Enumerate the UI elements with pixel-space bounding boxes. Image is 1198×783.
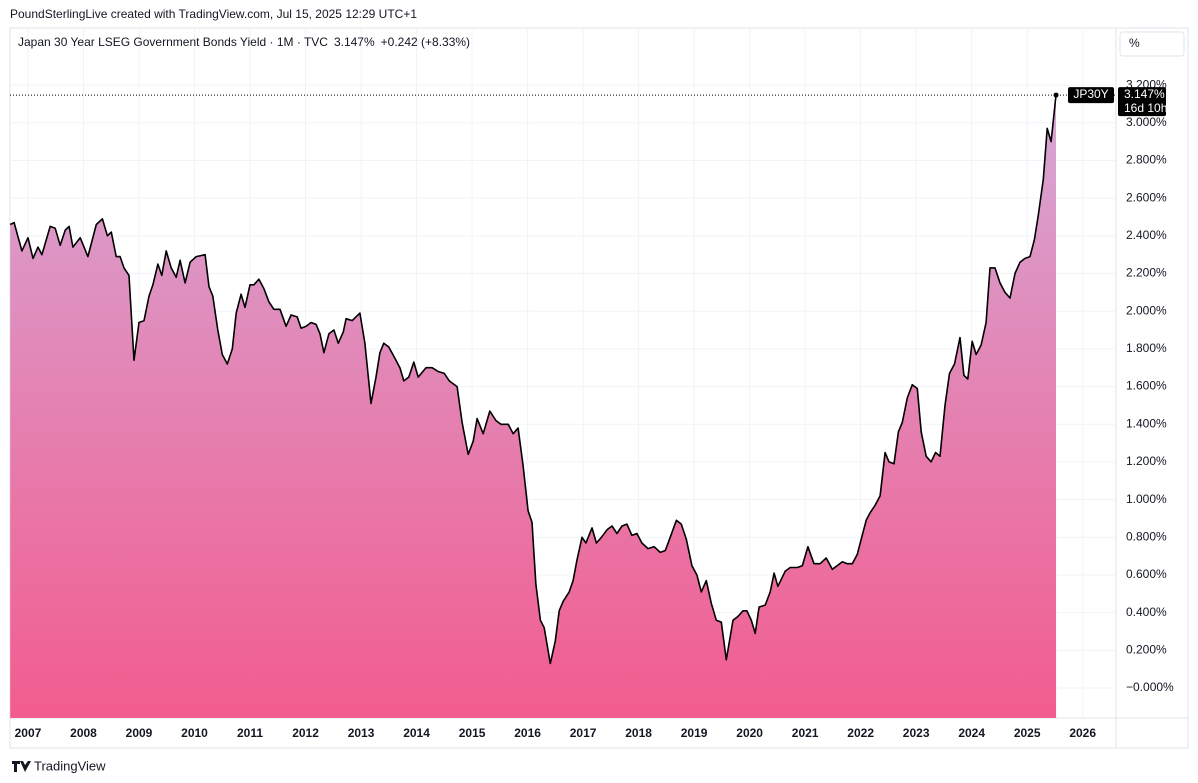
- legend: Japan 30 Year LSEG Government Bonds Yiel…: [18, 35, 470, 49]
- footer: TradingView: [34, 758, 106, 773]
- y-tick-label: 2.000%: [1126, 303, 1167, 317]
- x-tick-label: 2022: [847, 726, 874, 740]
- legend-change: +0.242 (+8.33%): [381, 35, 470, 49]
- logo: TradingView: [12, 758, 106, 773]
- y-tick-label: 2.800%: [1126, 153, 1167, 167]
- x-tick-label: 2009: [126, 726, 153, 740]
- price-tags: JP30Y 3.147%16d 10h: [1068, 87, 1167, 117]
- x-tick-label: 2021: [792, 726, 819, 740]
- x-tick-label: 2016: [514, 726, 541, 740]
- y-tick-label: 0.800%: [1126, 529, 1167, 543]
- x-tick-label: 2024: [958, 726, 985, 740]
- line: [9, 95, 1057, 665]
- legend-last: 3.147%: [334, 35, 375, 49]
- frame: [9, 27, 1189, 749]
- y-tick-label: 1.200%: [1126, 454, 1167, 468]
- y-tick-label: 1.800%: [1126, 341, 1167, 355]
- x-tick-label: 2025: [1014, 726, 1041, 740]
- ticks: 3.200%3.000%2.800%2.600%2.400%2.200%2.00…: [15, 77, 1174, 740]
- logo-icon: [12, 761, 31, 772]
- symbol: JP30Y: [1073, 87, 1108, 101]
- price-tag-value: 3.147%: [1124, 87, 1165, 101]
- area: [10, 95, 1057, 719]
- y-tick-label: −0.000%: [1126, 680, 1174, 694]
- x-tick-label: 2013: [348, 726, 375, 740]
- countdown: 16d 10h: [1124, 101, 1167, 115]
- unit-box[interactable]: [1119, 31, 1185, 57]
- y-tick-label: 0.600%: [1126, 567, 1167, 581]
- legend-title: Japan 30 Year LSEG Government Bonds Yiel…: [18, 35, 328, 49]
- price-tag: [1118, 87, 1166, 117]
- x-tick-label: 2017: [570, 726, 597, 740]
- y-tick-label: 1.600%: [1126, 379, 1167, 393]
- y-tick-label: 1.400%: [1126, 416, 1167, 430]
- x-tick-label: 2011: [237, 726, 263, 740]
- y-tick-label: 2.400%: [1126, 228, 1167, 242]
- x-tick-label: 2010: [181, 726, 208, 740]
- y-tick-label: 0.200%: [1126, 643, 1167, 657]
- y-tick-label: 1.000%: [1126, 492, 1167, 506]
- x-tick-label: 2015: [459, 726, 486, 740]
- x-tick-label: 2014: [403, 726, 430, 740]
- x-tick-label: 2018: [625, 726, 652, 740]
- y-tick-label: 0.400%: [1126, 605, 1167, 619]
- x-tick-label: 2026: [1069, 726, 1096, 740]
- plot: [9, 92, 1116, 719]
- x-tick-label: 2008: [70, 726, 97, 740]
- y-tick-label: 3.000%: [1126, 115, 1167, 129]
- x-tick-label: 2007: [15, 726, 42, 740]
- x-tick-label: 2019: [681, 726, 708, 740]
- x-tick-label: 2020: [736, 726, 763, 740]
- x-tick-label: 2012: [292, 726, 319, 740]
- header: PoundSterlingLive created with TradingVi…: [10, 7, 417, 21]
- y-tick-label: 2.600%: [1126, 190, 1167, 204]
- symbol-tag: [1068, 87, 1114, 104]
- y-tick-label: 2.200%: [1126, 266, 1167, 280]
- last-point: [1053, 92, 1059, 98]
- x-tick-label: 2023: [903, 726, 930, 740]
- unit: %: [1129, 36, 1140, 50]
